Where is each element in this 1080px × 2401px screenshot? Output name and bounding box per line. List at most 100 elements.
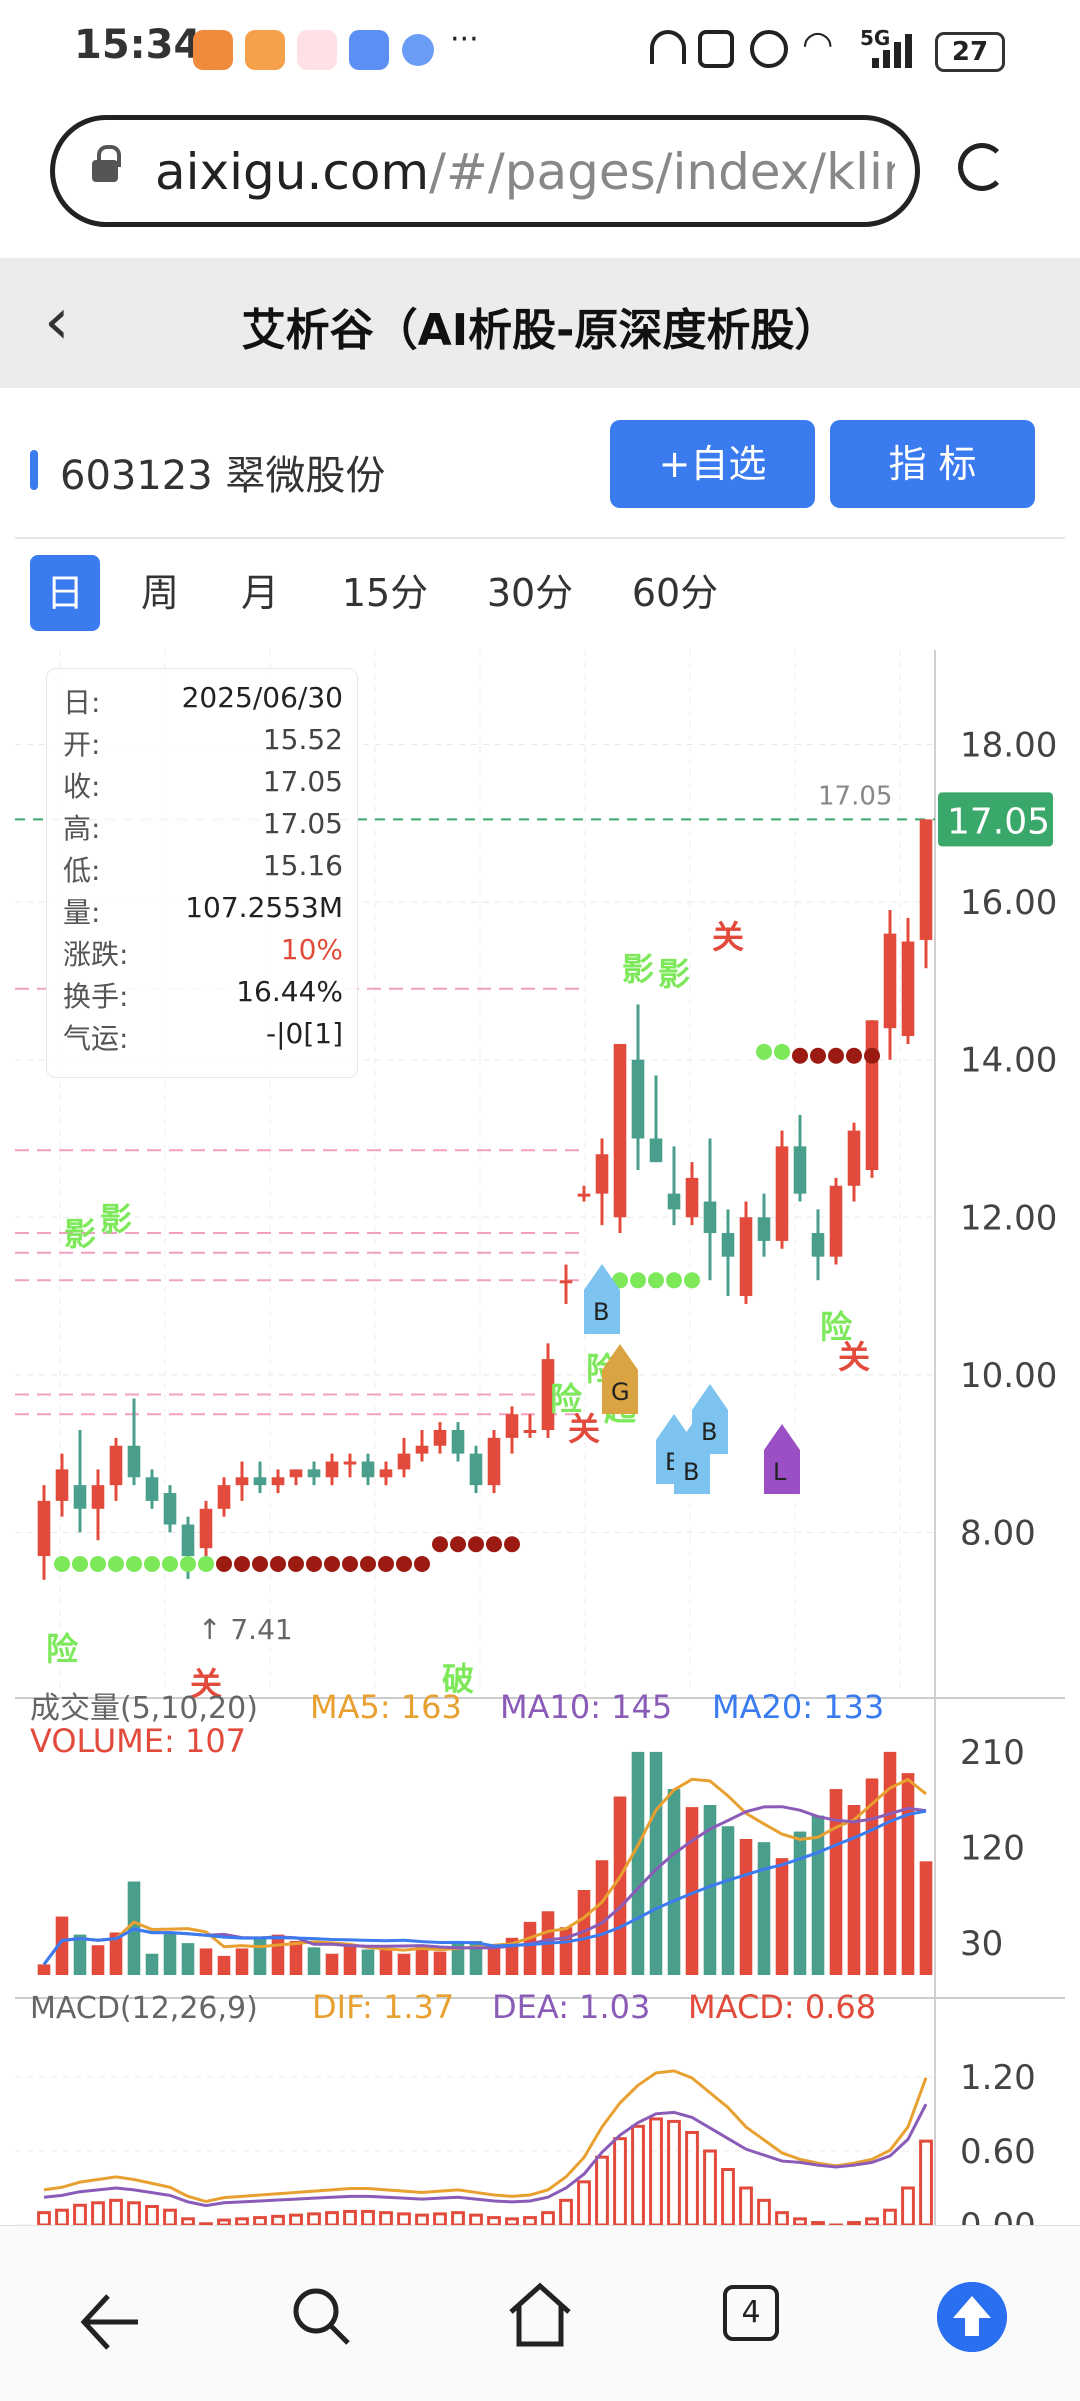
- search-icon[interactable]: [290, 2285, 354, 2349]
- candle-body: [145, 1477, 159, 1501]
- candle-body: [109, 1445, 123, 1486]
- add-watchlist-button[interactable]: +自选: [610, 420, 815, 508]
- home-icon[interactable]: [505, 2280, 575, 2350]
- macd-bar: [73, 2203, 87, 2225]
- macd-bar: [397, 2212, 411, 2225]
- macd-bar: [451, 2211, 465, 2225]
- signal-dot: [360, 1555, 376, 1572]
- volume-bar: [721, 1826, 735, 1975]
- volume-bar: [199, 1948, 213, 1975]
- volume-bar: [37, 1964, 51, 1975]
- signal-badge: [692, 1384, 728, 1454]
- info-row: 换手: 16.44%: [63, 975, 343, 1015]
- candle-body: [613, 1043, 627, 1218]
- signal-dot: [126, 1555, 142, 1572]
- macd-y-tick: 0.00: [960, 2206, 1036, 2225]
- info-key: 收:: [63, 770, 101, 803]
- lock-icon: [92, 160, 118, 182]
- signal-dot: [486, 1536, 502, 1553]
- signal-dot: [684, 1272, 700, 1289]
- back-arrow-icon[interactable]: [78, 2290, 142, 2354]
- volume-bar: [883, 1751, 897, 1975]
- signal-dot: [630, 1272, 646, 1289]
- signal-dot: [324, 1555, 340, 1572]
- tabs-icon[interactable]: 4: [723, 2285, 779, 2341]
- candle-body: [199, 1508, 213, 1549]
- volume-bar: [613, 1796, 627, 1975]
- volume-ma5: MA5: 163: [310, 1688, 462, 1726]
- last-price-marker: 17.05: [818, 781, 892, 811]
- macd-bar: [55, 2208, 69, 2225]
- macd-value: MACD: 0.68: [688, 1988, 876, 2026]
- info-value: 2025/06/30: [181, 681, 343, 714]
- info-row: 涨跌: 10%: [63, 933, 343, 973]
- volume-bar: [739, 1839, 753, 1975]
- macd-bar: [343, 2209, 357, 2225]
- last-price-tag: [938, 792, 1053, 847]
- candle-body: [667, 1193, 681, 1210]
- volume-ma-line: [42, 1777, 927, 1966]
- signal-dot: [432, 1536, 448, 1553]
- tab-30min[interactable]: 30分: [486, 571, 574, 615]
- volume-bar: [379, 1948, 393, 1975]
- indicator-button[interactable]: 指 标: [830, 420, 1035, 508]
- macd-bar: [487, 2216, 501, 2225]
- signal-badge: [584, 1264, 620, 1334]
- tab-15min[interactable]: 15分: [341, 571, 429, 615]
- candle-body: [559, 1280, 573, 1284]
- headphones-icon: [650, 30, 686, 64]
- macd-bar: [901, 2186, 915, 2225]
- macd-bar: [811, 2221, 825, 2225]
- macd-bar: [127, 2201, 141, 2225]
- candle-body: [649, 1138, 663, 1163]
- network-type: 5G: [860, 26, 891, 50]
- signal-label: 影: [622, 950, 654, 988]
- macd-bar: [919, 2139, 933, 2225]
- signal-dot: [450, 1536, 466, 1553]
- status-time: 15:34: [74, 22, 202, 68]
- macd-y-tick: 0.60: [960, 2132, 1036, 2172]
- reload-icon[interactable]: [958, 143, 1006, 191]
- info-value: 15.16: [262, 849, 343, 882]
- signal-dot: [414, 1555, 430, 1572]
- signal-badge: [602, 1344, 638, 1414]
- signal-label: 影: [100, 1200, 132, 1238]
- last-price-tag-text: 17.05: [947, 801, 1050, 842]
- macd-bar: [307, 2212, 321, 2225]
- tab-week[interactable]: 周: [140, 571, 179, 615]
- signal-dot: [108, 1555, 124, 1572]
- signal-dot: [180, 1555, 196, 1572]
- volume-bar: [811, 1815, 825, 1975]
- volume-bar: [415, 1945, 429, 1975]
- low-marker: ↑ 7.41: [198, 1613, 293, 1646]
- back-chevron-icon[interactable]: ‹: [44, 285, 70, 359]
- volume-bar: [109, 1932, 123, 1975]
- volume-bar: [523, 1921, 537, 1975]
- signal-badge-label: G: [611, 1378, 630, 1406]
- macd-bar: [271, 2214, 285, 2225]
- macd-bar: [415, 2213, 429, 2225]
- candle-body: [325, 1461, 339, 1478]
- candle-body: [487, 1437, 501, 1486]
- tab-month[interactable]: 月: [240, 571, 279, 615]
- volume-bar: [361, 1949, 375, 1975]
- signal-dot: [270, 1555, 286, 1572]
- signal-dot: [828, 1047, 844, 1064]
- candle-body: [577, 1193, 591, 1197]
- candle-body: [91, 1485, 105, 1509]
- volume-bar: [325, 1953, 339, 1975]
- volume-bar: [73, 1934, 87, 1975]
- tab-day[interactable]: 日: [30, 555, 100, 631]
- volume-bar: [55, 1916, 69, 1975]
- tab-60min[interactable]: 60分: [631, 571, 719, 615]
- scroll-up-icon[interactable]: [937, 2282, 1007, 2352]
- signal-badge-label: B: [701, 1418, 717, 1446]
- signal-dot: [342, 1555, 358, 1572]
- url-text[interactable]: aixigu.com/#/pages/index/kline?: [155, 143, 895, 201]
- candle-body: [37, 1500, 51, 1557]
- url-bar[interactable]: [50, 115, 920, 227]
- volume-bar: [307, 1947, 321, 1975]
- candle-body: [505, 1414, 519, 1438]
- y-tick-label: 16.00: [960, 883, 1057, 923]
- kline-chart[interactable]: 18.00 16.00 14.00 12.00 10.00 8.00 17.05 17.05 ↑…: [0, 640, 1080, 2225]
